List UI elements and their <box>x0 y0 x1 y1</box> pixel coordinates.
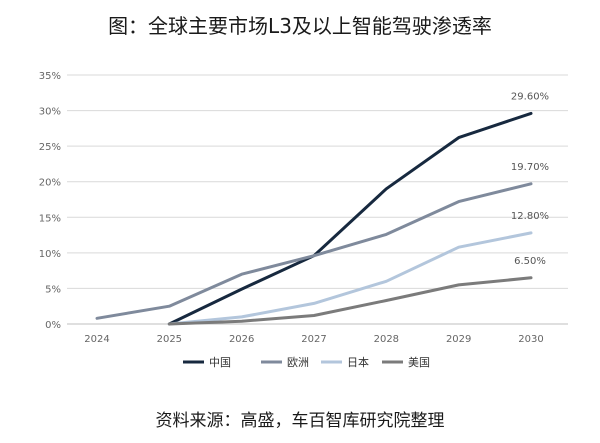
legend-label: 日本 <box>347 355 369 369</box>
series-line-2 <box>95 182 533 320</box>
x-tick-label: 2030 <box>518 334 543 345</box>
legend-label: 美国 <box>408 356 430 369</box>
data-label: 12.80% <box>511 211 549 222</box>
series-line-3 <box>167 231 533 326</box>
data-label: 6.50% <box>514 256 546 267</box>
y-tick-label: 35% <box>39 71 61 82</box>
legend-label: 欧洲 <box>287 356 309 369</box>
data-label: 29.60% <box>511 91 549 102</box>
x-tick-label: 2024 <box>84 334 109 345</box>
x-tick-label: 2026 <box>229 334 254 345</box>
x-tick-label: 2027 <box>301 334 326 345</box>
series-line-4 <box>167 276 533 326</box>
y-tick-label: 5% <box>45 284 61 295</box>
chart-title: 图：全球主要市场L3及以上智能驾驶渗透率 <box>108 14 492 38</box>
y-tick-label: 0% <box>45 320 61 331</box>
x-tick-label: 2029 <box>446 334 471 345</box>
y-tick-label: 25% <box>39 142 61 153</box>
y-tick-label: 10% <box>39 249 61 260</box>
y-tick-label: 15% <box>39 213 61 224</box>
data-label: 19.70% <box>511 162 549 173</box>
x-tick-label: 2028 <box>374 334 399 345</box>
source-note: 资料来源：高盛，车百智库研究院整理 <box>155 411 445 431</box>
y-tick-label: 20% <box>39 178 61 189</box>
series-line-1 <box>167 111 533 326</box>
legend-label: 中国 <box>209 356 231 369</box>
x-tick-label: 2025 <box>157 334 182 345</box>
y-tick-label: 30% <box>39 107 61 118</box>
